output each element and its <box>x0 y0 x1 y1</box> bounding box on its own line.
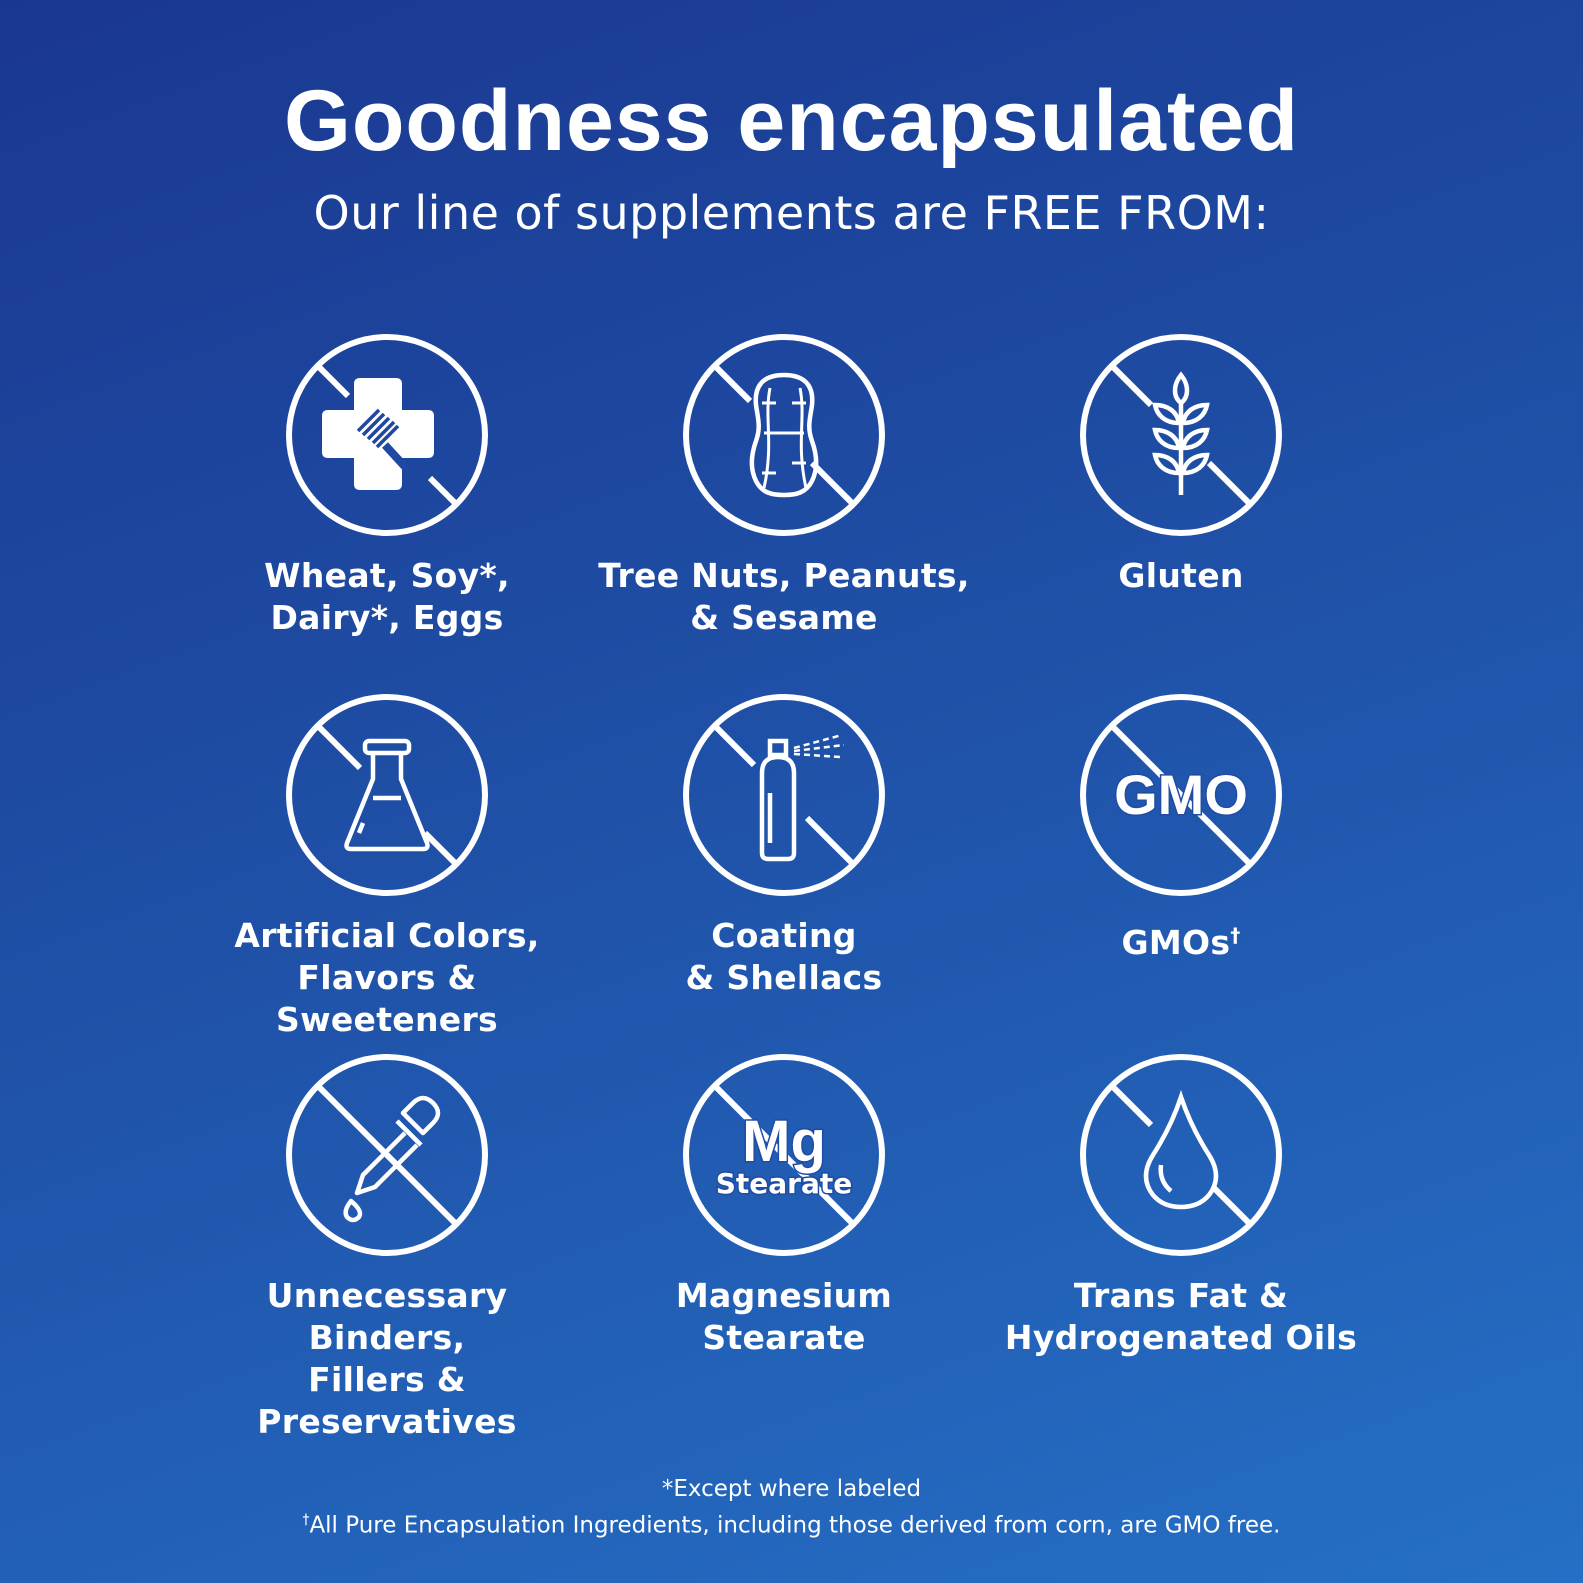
page-title: Goodness encapsulated <box>283 73 1300 169</box>
item-label-line1: Unnecessary Binders, <box>266 1276 508 1357</box>
footnote-except: *Except where labeled <box>661 1476 922 1502</box>
item-label-line1: Coating <box>711 916 857 955</box>
wheat-stalk-icon <box>1080 334 1282 536</box>
item-label-line2: Dairy*, Eggs <box>270 598 504 637</box>
footnote-gmo-text: All Pure Encapsulation Ingredients, incl… <box>309 1512 1281 1539</box>
stearate-icon-text: Stearate <box>716 1167 853 1200</box>
item-label-line2: & Shellacs <box>685 958 883 997</box>
item-magnesium-stearate: Mg Stearate Magnesium Stearate <box>584 1053 984 1359</box>
gmo-icon: GMO <box>1080 694 1282 896</box>
dagger-mark: † <box>1230 924 1241 947</box>
footnote-gmo: †All Pure Encapsulation Ingredients, inc… <box>0 1512 1583 1539</box>
item-label-line2: Fillers & Preservatives <box>257 1360 517 1441</box>
item-nuts-peanuts-sesame: Tree Nuts, Peanuts, & Sesame <box>584 333 984 639</box>
item-label-line2: & Sesame <box>690 598 878 637</box>
item-gmos: GMO GMOs† <box>981 693 1381 964</box>
mg-icon-text: Mg <box>742 1109 826 1174</box>
item-label-line2: Flavors & Sweeteners <box>276 958 498 1039</box>
peanut-icon <box>683 334 885 536</box>
dagger-mark: † <box>302 1512 310 1528</box>
oil-drop-icon <box>1080 1054 1282 1256</box>
item-label-line1: Magnesium <box>675 1276 893 1315</box>
item-label-line1: Trans Fat & <box>1073 1276 1289 1315</box>
dropper-icon <box>286 1054 488 1256</box>
item-label-line1: Artificial Colors, <box>234 916 540 955</box>
item-label-line2: Stearate <box>702 1318 866 1357</box>
item-artificial-colors: Artificial Colors, Flavors & Sweeteners <box>187 693 587 1041</box>
item-label-line1: Tree Nuts, Peanuts, <box>598 556 970 595</box>
wheat-soy-dairy-eggs-icon <box>286 334 488 536</box>
item-label-line1: Gluten <box>1118 556 1244 595</box>
item-gluten: Gluten <box>981 333 1381 597</box>
item-coating-shellacs: Coating & Shellacs <box>584 693 984 999</box>
page-subtitle: Our line of supplements are FREE FROM: <box>313 186 1270 240</box>
item-wheat-soy-dairy-eggs: Wheat, Soy*, Dairy*, Eggs <box>187 333 587 639</box>
item-trans-fat: Trans Fat & Hydrogenated Oils <box>981 1053 1381 1359</box>
item-label-line2: Hydrogenated Oils <box>1004 1318 1358 1357</box>
mg-stearate-icon: Mg Stearate <box>683 1054 885 1256</box>
item-label-line1: GMOs† <box>981 915 1381 964</box>
spray-can-icon <box>683 694 885 896</box>
gmo-icon-text: GMO <box>1114 763 1248 826</box>
item-binders-fillers: Unnecessary Binders, Fillers & Preservati… <box>187 1053 587 1443</box>
flask-icon <box>286 694 488 896</box>
item-label-line1: Wheat, Soy*, <box>264 556 510 595</box>
gmo-label: GMOs <box>1121 923 1231 962</box>
